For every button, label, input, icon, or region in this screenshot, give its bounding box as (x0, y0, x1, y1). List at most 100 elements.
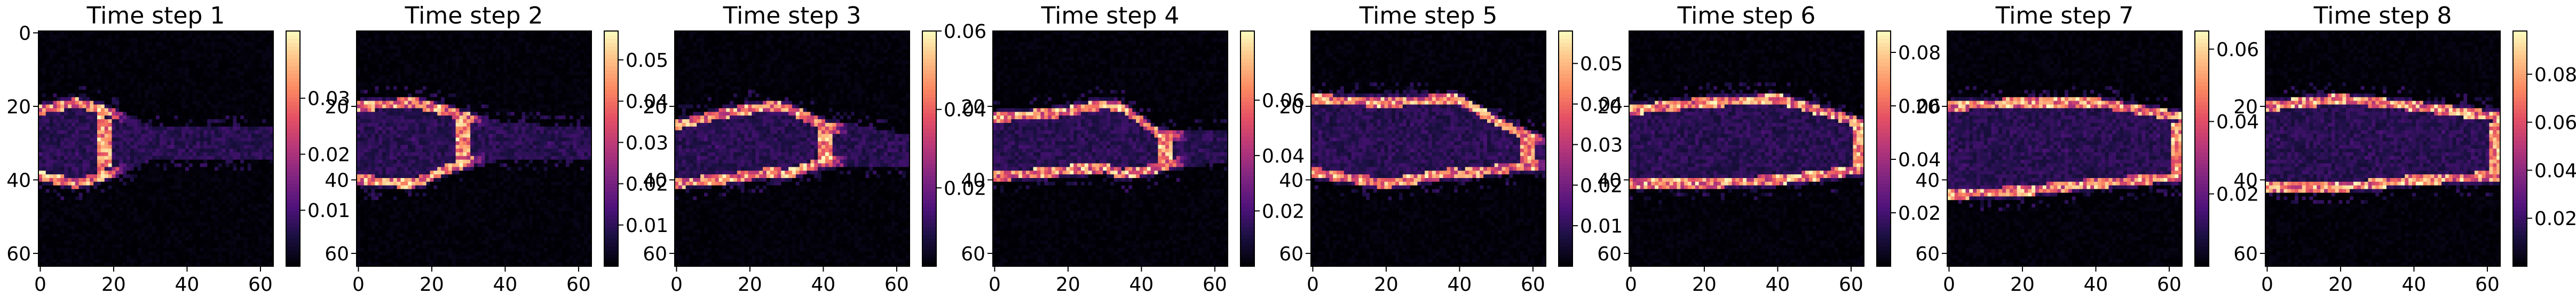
heatmap-cell (79, 46, 83, 50)
heatmap-cell (174, 137, 178, 141)
heatmap-cell (53, 94, 57, 97)
heatmap-cell (167, 112, 171, 115)
heatmap-cell (163, 196, 167, 200)
heatmap-cell (181, 49, 185, 53)
heatmap-cell (141, 101, 145, 105)
heatmap-cell (178, 75, 181, 79)
heatmap-cell (38, 164, 42, 167)
heatmap-cell (119, 204, 123, 207)
heatmap-cell (215, 241, 218, 244)
heatmap-cell (171, 164, 175, 167)
heatmap-cell (266, 72, 270, 75)
heatmap-cell (93, 108, 97, 112)
heatmap-cell (251, 42, 255, 46)
heatmap-cell (86, 31, 90, 35)
heatmap-cell (226, 211, 230, 215)
heatmap-cell (218, 90, 222, 94)
heatmap-cell (215, 137, 218, 141)
heatmap-cell (160, 171, 163, 174)
heatmap-cell (72, 60, 75, 64)
heatmap-cell (38, 119, 42, 123)
heatmap-cell (64, 35, 68, 38)
heatmap-cell (189, 145, 193, 149)
heatmap-cell (244, 211, 248, 215)
heatmap-cell (50, 64, 53, 68)
heatmap-cell (215, 226, 218, 229)
heatmap-cell (75, 46, 79, 50)
heatmap-cell (108, 130, 112, 134)
heatmap-cell (101, 53, 105, 57)
heatmap-cell (196, 115, 200, 119)
heatmap-cell (222, 141, 226, 145)
heatmap-cell (60, 229, 64, 233)
heatmap-cell (90, 200, 93, 204)
heatmap-cell (105, 68, 108, 72)
heatmap-cell (240, 160, 244, 164)
heatmap-cell (134, 167, 138, 171)
heatmap-cell (196, 42, 200, 46)
heatmap-cell (171, 229, 175, 233)
heatmap-cell (53, 46, 57, 50)
heatmap-cell (226, 145, 230, 149)
heatmap-cell (141, 137, 145, 141)
heatmap-cell (226, 35, 230, 38)
heatmap-cell (57, 237, 60, 241)
heatmap-cell (167, 130, 171, 134)
heatmap-cell (141, 90, 145, 94)
heatmap-cell (211, 68, 215, 72)
heatmap-cell (207, 112, 211, 115)
heatmap-cell (174, 156, 178, 160)
heatmap-cell (72, 53, 75, 57)
heatmap-cell (152, 149, 156, 152)
heatmap-cell (127, 137, 130, 141)
heatmap-cell (83, 200, 86, 204)
heatmap-cell (259, 35, 263, 38)
heatmap-cell (233, 86, 236, 90)
heatmap-cell (148, 182, 152, 186)
heatmap-cell (68, 222, 72, 226)
heatmap-cell (196, 49, 200, 53)
heatmap-cell (181, 105, 185, 109)
heatmap-cell (181, 53, 185, 57)
heatmap-cell (90, 123, 93, 127)
heatmap-cell (255, 90, 259, 94)
heatmap-cell (130, 86, 134, 90)
heatmap-cell (156, 229, 160, 233)
heatmap-cell (75, 178, 79, 182)
heatmap-cell (93, 82, 97, 86)
heatmap-cell (50, 97, 53, 101)
heatmap-cell (236, 141, 240, 145)
heatmap-cell (112, 207, 116, 211)
heatmap-cell (255, 164, 259, 167)
heatmap-cell (215, 207, 218, 211)
heatmap-cell (141, 42, 145, 46)
heatmap-cell (196, 211, 200, 215)
heatmap-cell (185, 174, 189, 178)
heatmap-cell (119, 145, 123, 149)
heatmap-cell (181, 164, 185, 167)
heatmap-cell (68, 204, 72, 207)
heatmap-cell (218, 178, 222, 182)
heatmap-cell (75, 229, 79, 233)
heatmap-cell (148, 229, 152, 233)
heatmap-cell (178, 72, 181, 75)
heatmap-cell (181, 211, 185, 215)
heatmap-cell (171, 233, 175, 237)
heatmap-cell (68, 49, 72, 53)
heatmap-cell (193, 60, 196, 64)
heatmap-cell (189, 46, 193, 50)
heatmap-cell (163, 105, 167, 109)
heatmap-cell (196, 112, 200, 115)
heatmap-cell (203, 38, 207, 42)
heatmap-cell (226, 82, 230, 86)
heatmap-cell (93, 156, 97, 160)
heatmap-cell (134, 204, 138, 207)
heatmap-cell (138, 226, 141, 229)
heatmap-cell (145, 64, 148, 68)
heatmap-cell (115, 226, 119, 229)
heatmap-cell (226, 79, 230, 82)
heatmap-cell (115, 196, 119, 200)
heatmap-cell (75, 145, 79, 149)
heatmap-cell (200, 160, 204, 164)
heatmap-cell (72, 86, 75, 90)
